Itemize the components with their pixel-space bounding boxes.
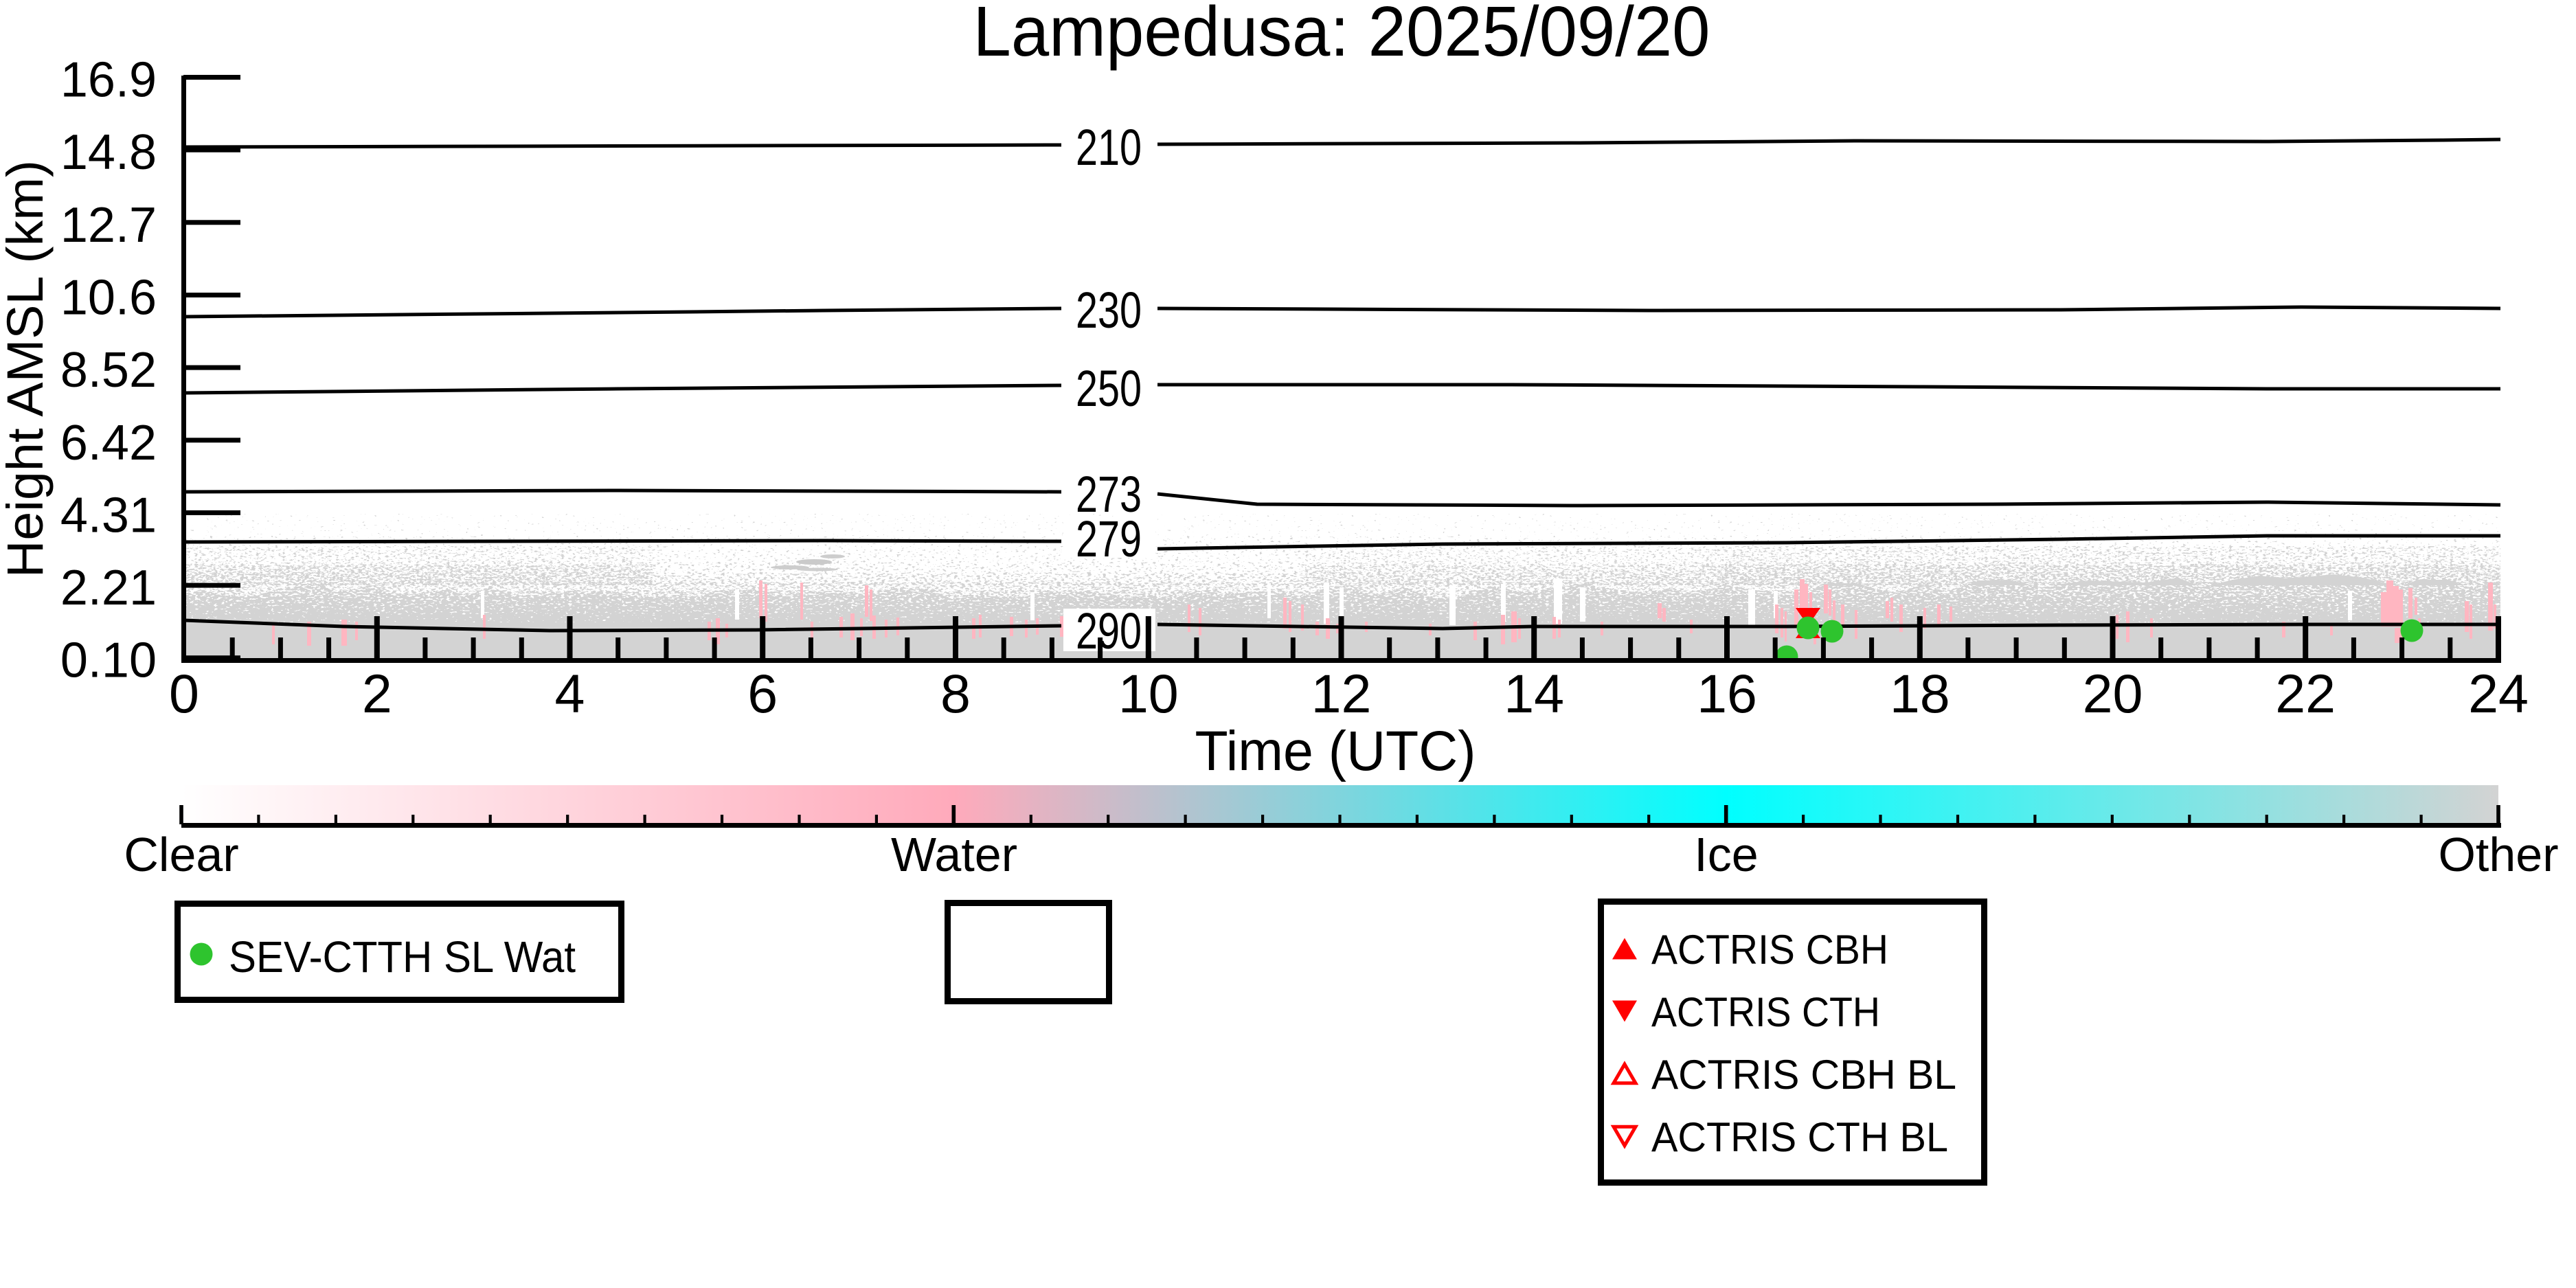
svg-text:2.21: 2.21	[60, 561, 157, 615]
svg-text:210: 210	[1076, 119, 1142, 176]
svg-text:10.6: 10.6	[60, 271, 157, 326]
svg-text:6.42: 6.42	[60, 416, 157, 471]
svg-text:16: 16	[1697, 663, 1757, 724]
svg-text:2: 2	[362, 663, 392, 724]
svg-text:16.9: 16.9	[60, 53, 157, 108]
svg-text:230: 230	[1076, 282, 1142, 339]
svg-text:290: 290	[1076, 602, 1142, 659]
svg-text:12: 12	[1311, 663, 1372, 724]
svg-text:Lampedusa: 2025/09/20: Lampedusa: 2025/09/20	[973, 0, 1710, 71]
svg-text:8: 8	[940, 663, 971, 724]
svg-text:22: 22	[2275, 663, 2336, 724]
svg-text:12.7: 12.7	[60, 198, 157, 253]
svg-text:ACTRIS CTH BL: ACTRIS CTH BL	[1651, 1114, 1948, 1160]
svg-text:ACTRIS CTH: ACTRIS CTH	[1651, 989, 1880, 1035]
svg-text:14: 14	[1504, 663, 1564, 724]
svg-text:Other: Other	[2438, 828, 2558, 881]
svg-text:20: 20	[2083, 663, 2143, 724]
svg-text:24: 24	[2468, 663, 2529, 724]
svg-text:273: 273	[1076, 466, 1142, 523]
svg-text:0: 0	[169, 663, 199, 724]
svg-text:SEV-CTTH SL Wat: SEV-CTTH SL Wat	[229, 932, 576, 982]
svg-text:0.10: 0.10	[60, 633, 157, 688]
svg-text:250: 250	[1076, 360, 1142, 417]
svg-text:Time (UTC): Time (UTC)	[1195, 720, 1476, 782]
svg-text:Water: Water	[891, 828, 1017, 881]
svg-text:14.8: 14.8	[60, 125, 157, 180]
svg-text:6: 6	[747, 663, 778, 724]
svg-text:18: 18	[1890, 663, 1950, 724]
svg-text:279: 279	[1076, 510, 1142, 567]
svg-text:4: 4	[555, 663, 585, 724]
svg-text:10: 10	[1118, 663, 1179, 724]
svg-text:Height AMSL (km): Height AMSL (km)	[0, 160, 54, 578]
svg-text:ACTRIS CBH: ACTRIS CBH	[1651, 927, 1888, 973]
svg-text:ACTRIS CBH BL: ACTRIS CBH BL	[1651, 1052, 1956, 1098]
svg-text:8.52: 8.52	[60, 343, 157, 398]
svg-text:Ice: Ice	[1694, 828, 1758, 881]
svg-text:Clear: Clear	[124, 828, 238, 881]
svg-text:4.31: 4.31	[60, 488, 157, 543]
